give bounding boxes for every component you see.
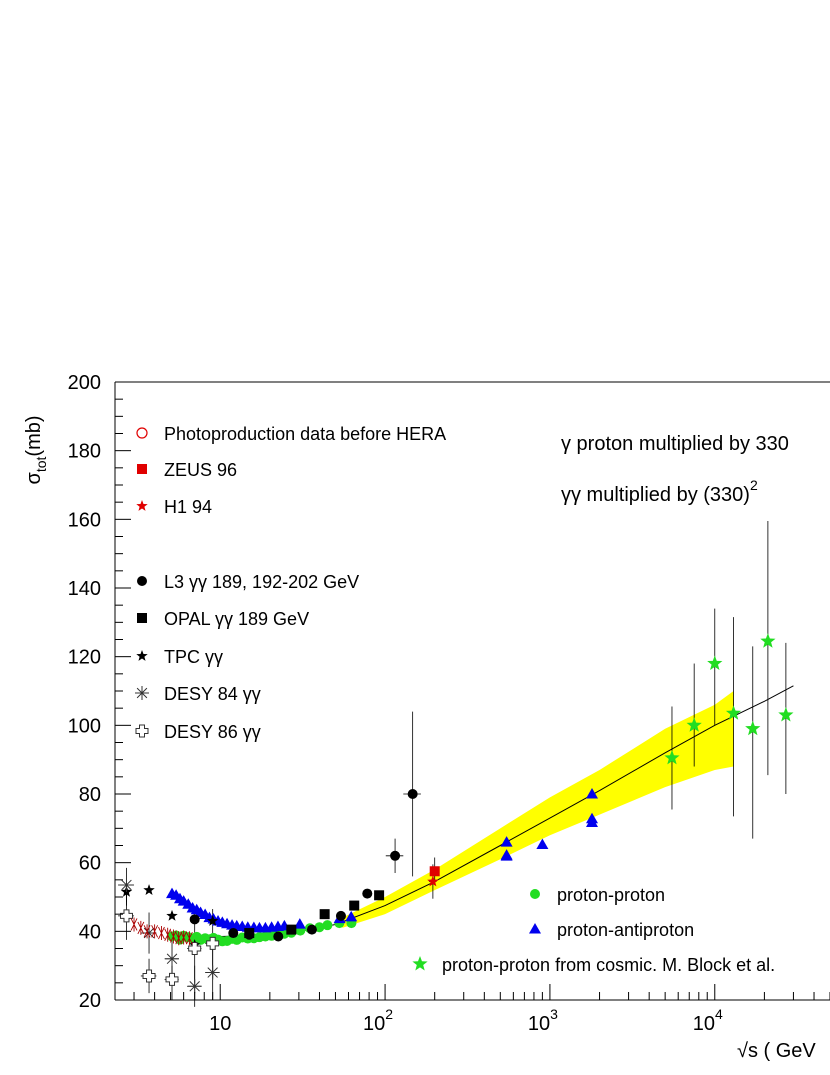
prediction-band: [342, 691, 734, 928]
data-point-triangle: [536, 838, 549, 849]
data-point-star: [206, 915, 219, 926]
legend-label: OPAL γγ 189 GeV: [164, 609, 309, 629]
data-point-asterisk: [119, 877, 134, 892]
y-tick-label: 140: [68, 578, 101, 600]
data-point-star: [707, 655, 723, 671]
legend-label: Photoproduction data before HERA: [164, 424, 446, 444]
legend-label: proton-proton: [557, 885, 665, 905]
data-point-star: [760, 633, 776, 648]
prediction-band-layer: [342, 691, 734, 928]
data-point-open-cross: [188, 942, 202, 955]
data-point-open-cross: [119, 909, 133, 923]
x-tick-label: 10: [209, 1013, 231, 1035]
legend-label: TPC γγ: [164, 647, 223, 667]
data-point-hatch: [164, 927, 172, 942]
y-tick-label: 60: [79, 853, 101, 875]
legend-marker-star: [412, 956, 428, 971]
data-point-circle: [228, 928, 239, 939]
data-point-open-cross: [165, 972, 179, 986]
y-tick-label: 120: [68, 647, 101, 669]
legend-label: L3 γγ 189, 192-202 GeV: [164, 572, 359, 592]
legend-layer: Photoproduction data before HERA ZEUS 96 H…: [135, 424, 775, 975]
data-point-asterisk: [187, 979, 202, 994]
data-point-hatch: [130, 917, 138, 932]
data-point-star: [166, 909, 178, 921]
y-tick-label: 40: [79, 921, 101, 943]
y-tick-label: 20: [79, 990, 101, 1012]
data-point-circle: [335, 910, 346, 921]
data-point-open-cross: [142, 969, 156, 983]
data-point-square: [349, 900, 360, 911]
data-point-triangle: [586, 788, 599, 799]
data-point-star: [686, 717, 702, 732]
y-tick-label: 100: [68, 715, 101, 737]
legend-marker-star: [136, 500, 148, 511]
data-point-circle: [407, 789, 418, 799]
x-axis-label: √s ( GeV: [737, 1040, 816, 1062]
data-point-circle: [306, 924, 317, 935]
data-point-triangle: [293, 918, 306, 929]
y-tick-label: 80: [79, 784, 101, 806]
data-point-square: [374, 890, 385, 901]
data-point-circle: [273, 931, 284, 942]
legend-marker-star: [136, 650, 148, 661]
data-point-star: [427, 875, 439, 887]
data-point-triangle: [586, 812, 599, 824]
data-point-circle: [390, 850, 401, 861]
legend-marker-open-cross: [135, 724, 149, 738]
x-tick-label: 102: [363, 1006, 393, 1035]
legend-marker-open-circle: [136, 427, 148, 439]
data-point-hatch: [175, 931, 183, 946]
data-point-triangle: [500, 836, 513, 847]
legend-label: proton-antiproton: [557, 920, 694, 940]
data-point-asterisk: [142, 926, 157, 941]
y-axis-label: σtot(mb): [23, 415, 49, 484]
data-point-square: [429, 866, 440, 877]
legend-marker-circle: [137, 576, 147, 586]
data-point-circle: [314, 922, 325, 933]
data-point-star: [143, 884, 155, 895]
legend-marker-triangle: [529, 923, 541, 934]
legend-marker-square: [137, 464, 147, 474]
data-point-hatch: [180, 930, 188, 945]
data-point-circle: [322, 920, 333, 931]
data-point-triangle: [345, 910, 358, 922]
annotation-gamma-gamma: γγ multiplied by (330)2: [561, 477, 758, 506]
y-tick-label: 200: [68, 372, 101, 394]
data-point-square: [244, 928, 255, 939]
legend-marker-circle: [530, 889, 540, 899]
data-point-circle: [189, 914, 200, 925]
y-tick-label: 180: [68, 441, 101, 463]
data-point-star: [725, 705, 742, 720]
legend-label: proton-proton from cosmic. M. Block et a…: [442, 955, 775, 975]
x-tick-label: 103: [528, 1006, 558, 1035]
axis-layer: 20 40 60 80 100 120 140 160 180 200 10 102 103 104: [68, 372, 830, 1035]
legend-label: DESY 84 γγ: [164, 684, 261, 704]
legend-label: ZEUS 96: [164, 460, 237, 480]
data-point-square: [286, 924, 297, 935]
data-point-star: [745, 720, 761, 736]
data-point-asterisk: [205, 965, 220, 980]
data-point-hatch: [151, 924, 159, 939]
data-point-star: [664, 749, 680, 765]
annotation-gamma-proton: γ proton multiplied by 330: [561, 433, 789, 455]
data-point-circle: [362, 888, 373, 899]
data-point-asterisk: [165, 951, 180, 966]
legend-label: DESY 86 γγ: [164, 722, 261, 742]
legend-label: H1 94: [164, 497, 212, 517]
marker-layer: [119, 633, 794, 994]
data-point-hatch: [185, 931, 193, 946]
data-point-star: [778, 707, 794, 722]
y-tick-label: 160: [68, 509, 101, 531]
x-tick-label: 104: [693, 1006, 723, 1035]
data-point-hatch: [158, 926, 165, 941]
data-point-open-cross: [206, 936, 220, 950]
data-point-square: [319, 909, 330, 920]
data-point-hatch: [143, 924, 151, 939]
data-point-triangle: [500, 849, 513, 860]
legend-marker-square: [137, 613, 147, 623]
data-point-hatch: [137, 920, 145, 935]
legend-marker-asterisk: [135, 686, 149, 700]
